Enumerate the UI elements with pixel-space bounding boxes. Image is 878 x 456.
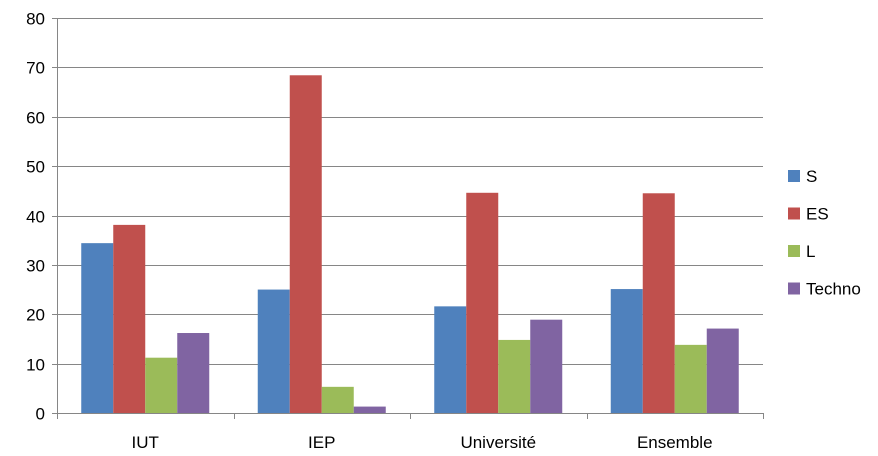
bar-techno-1 [353,406,386,413]
bar-es-0 [113,224,146,413]
legend-label-l: L [806,242,815,261]
bar-s-1 [257,289,290,413]
bar-techno-3 [706,328,739,413]
legend-label-s: S [806,167,817,186]
x-tick-label: IUT [132,433,159,452]
legend: S ES L Techno [788,167,861,299]
y-tick-label: 50 [26,158,45,177]
y-tick-label: 80 [26,10,45,29]
bar-techno-0 [177,333,210,413]
bar-l-1 [321,386,354,413]
bars [81,75,739,414]
legend-label-techno: Techno [806,280,861,299]
bar-s-2 [434,306,467,413]
legend-swatch-l [788,245,800,257]
bar-l-3 [674,344,707,413]
bar-es-1 [289,75,322,414]
x-axis-ticks: IUT IEP Université Ensemble [57,413,764,452]
x-tick-label: Université [460,433,536,452]
bar-l-2 [498,339,531,413]
y-axis-ticks: 0 10 20 30 40 50 60 70 80 [26,10,57,424]
y-tick-label: 10 [26,356,45,375]
bar-es-2 [466,192,499,413]
legend-swatch-es [788,207,800,220]
bar-s-0 [81,243,114,413]
bar-es-3 [642,193,675,413]
y-tick-label: 30 [26,257,45,276]
x-tick-label: Ensemble [637,433,713,452]
y-tick-label: 40 [26,208,45,227]
y-tick-label: 0 [36,405,45,424]
bar-l-0 [145,357,178,413]
gridlines [57,18,763,365]
legend-label-es: ES [806,205,829,224]
legend-swatch-s [788,170,800,182]
y-tick-label: 60 [26,109,45,128]
bar-techno-2 [530,319,563,413]
bar-s-3 [610,289,643,413]
y-tick-label: 70 [26,59,45,78]
legend-swatch-techno [788,282,800,295]
x-tick-label: IEP [308,433,335,452]
y-tick-label: 20 [26,306,45,325]
